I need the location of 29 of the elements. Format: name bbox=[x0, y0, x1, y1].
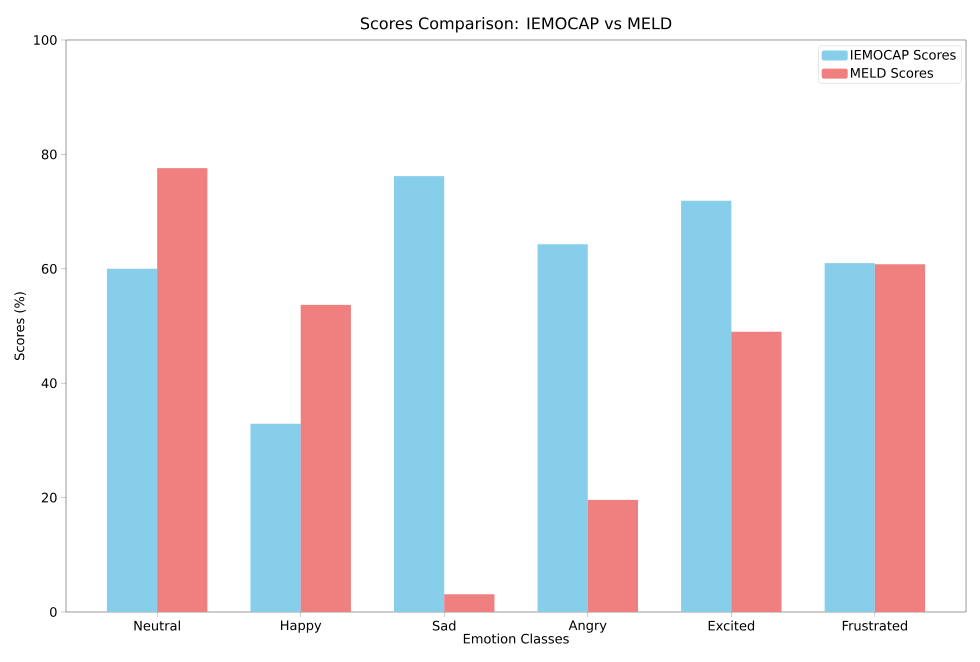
x-tick-label: Sad bbox=[432, 620, 456, 631]
bar bbox=[444, 594, 494, 612]
x-axis-title: Emotion Classes bbox=[464, 634, 569, 644]
bar bbox=[588, 500, 638, 612]
bar bbox=[300, 304, 351, 612]
legend-label: IEMOCAP Scores bbox=[850, 50, 956, 60]
bar bbox=[731, 332, 782, 612]
bar bbox=[538, 244, 588, 612]
y-tick-label: 80 bbox=[42, 149, 57, 160]
x-tick-label: Happy bbox=[281, 620, 322, 633]
x-tick-label: Excited bbox=[708, 620, 754, 631]
bar bbox=[250, 424, 301, 612]
bar bbox=[106, 268, 158, 612]
x-tick-label: Neutral bbox=[134, 620, 180, 631]
y-tick-label: 100 bbox=[34, 35, 57, 45]
bar bbox=[874, 264, 926, 612]
x-tick-label: Angry bbox=[568, 620, 607, 633]
y-tick-label: 20 bbox=[42, 492, 57, 503]
y-tick-label: 40 bbox=[42, 378, 57, 388]
bar bbox=[824, 263, 875, 612]
y-axis-title: Scores (%) bbox=[14, 292, 26, 360]
bar bbox=[681, 200, 732, 612]
x-tick-label: Frustrated bbox=[842, 620, 908, 631]
y-tick-label: 0 bbox=[50, 607, 57, 617]
y-tick-label: 60 bbox=[42, 264, 57, 274]
bar bbox=[157, 168, 208, 612]
bar bbox=[394, 176, 444, 612]
legend-label: MELD Scores bbox=[850, 68, 934, 78]
chart-title: Scores Comparison: IEMOCAP vs MELD bbox=[360, 17, 672, 32]
